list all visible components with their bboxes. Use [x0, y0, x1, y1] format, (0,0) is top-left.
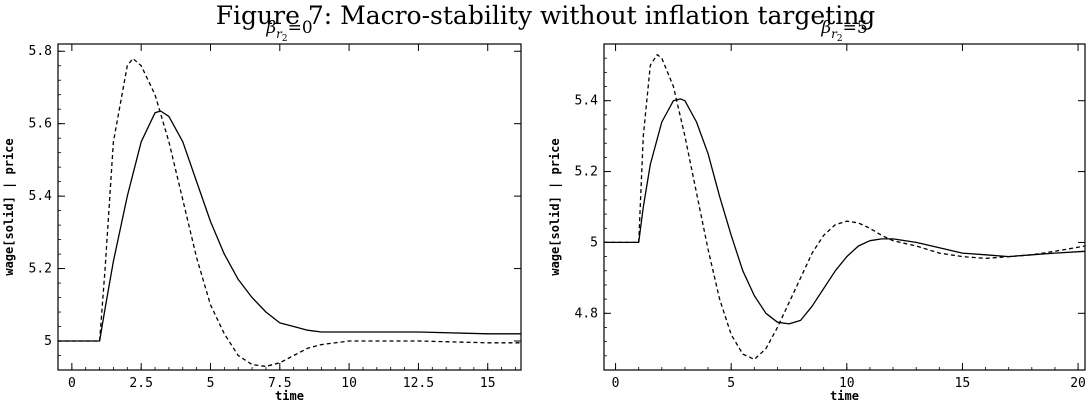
chart-1: βr2=0 0 2.5 5 7.5 10 12.5 15 5 5.2 5.4 5.6 5.8 time wa…: [2, 18, 522, 403]
y-tick-label: 5.8: [29, 44, 52, 59]
series-line-dashed: [58, 57, 521, 368]
x-tick-label: 15: [480, 376, 496, 391]
plot-frame: [57, 43, 522, 371]
x-tick-label: 5: [727, 376, 735, 391]
series-line-solid: [604, 98, 1085, 325]
y-tick-label: 4.8: [575, 306, 598, 321]
x-axis-label: time: [830, 389, 859, 403]
x-tick-label: 0: [68, 376, 76, 391]
x-tick-label: 0: [612, 376, 620, 391]
panel-title: βr2=5: [820, 18, 867, 44]
y-tick-label: 5.2: [575, 165, 598, 180]
x-axis-label: time: [275, 389, 304, 403]
x-tick-label: 10: [341, 376, 357, 391]
chart-2: βr2=5 0 5 10 15 20 4.8 5 5.2 5.4 time wage[solid] |…: [548, 18, 1086, 403]
panel-title: βr2=0: [265, 18, 312, 44]
y-axis-label: wage[solid] | price: [2, 138, 16, 275]
x-tick-label: 10: [839, 376, 855, 391]
y-tick-label: 5.4: [29, 189, 53, 204]
series-line-solid: [58, 110, 521, 342]
y-tick-label: 5: [44, 334, 52, 349]
y-tick-label: 5.4: [575, 94, 599, 109]
series-line-dashed: [604, 53, 1085, 361]
x-tick-label: 15: [955, 376, 971, 391]
x-tick-label: 5: [207, 376, 215, 391]
y-axis-label: wage[solid] | price: [548, 138, 562, 275]
plot-frame: [603, 43, 1086, 371]
y-tick-label: 5: [590, 235, 598, 250]
x-tick-label: 7.5: [268, 376, 291, 391]
x-tick-label: 20: [1070, 376, 1086, 391]
x-tick-label: 12.5: [403, 376, 434, 391]
x-tick-label: 2.5: [129, 376, 152, 391]
y-tick-label: 5.6: [29, 117, 52, 132]
figure-title: Figure 7: Macro-stability without inflat…: [215, 1, 876, 30]
y-tick-label: 5.2: [29, 262, 52, 277]
